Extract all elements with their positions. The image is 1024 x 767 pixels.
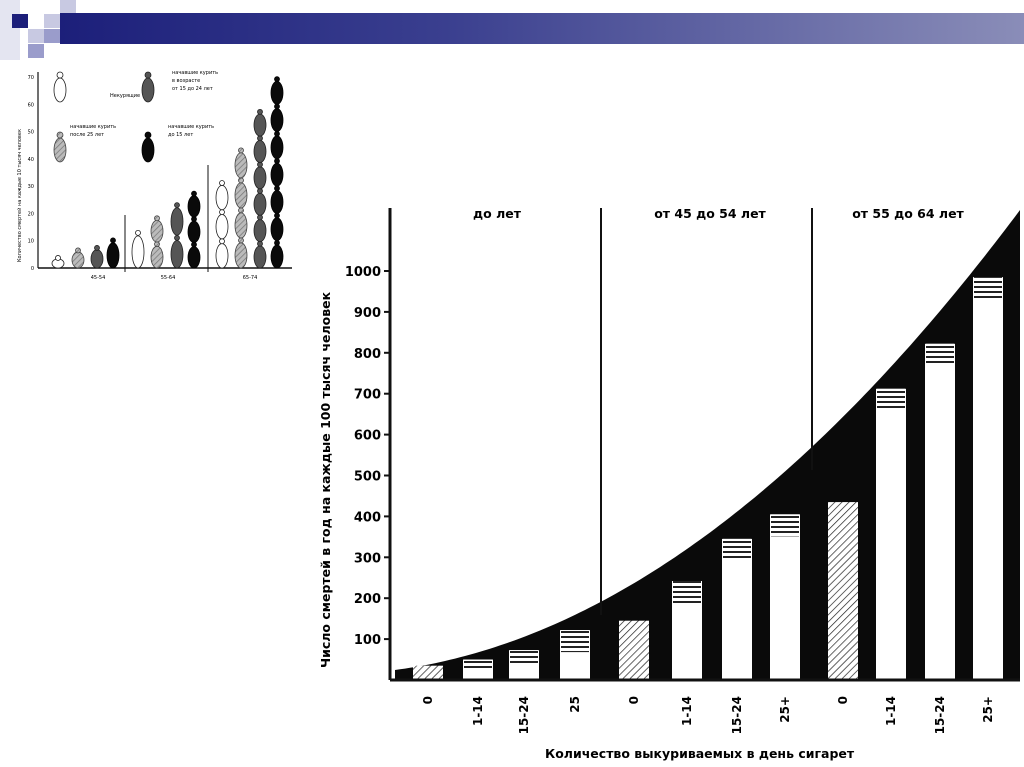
small-ytick: 10: [28, 239, 34, 245]
y-tick-label: 200: [354, 592, 381, 607]
person-head-icon: [219, 180, 225, 186]
bar: [973, 277, 1003, 680]
bar-nonsmoker: [828, 502, 858, 680]
small-ytick: 40: [28, 157, 34, 163]
y-tick-label: 1000: [345, 265, 381, 280]
person-head-icon: [274, 76, 280, 83]
person-head-icon: [110, 237, 116, 244]
x-tick-label: 15-24: [730, 696, 744, 734]
person-head-icon: [55, 255, 61, 261]
y-tick-label: 500: [354, 470, 381, 485]
bar-striped-top: [510, 650, 538, 664]
bar: [925, 343, 955, 680]
bar-striped-top: [723, 538, 751, 561]
y-tick-label: 600: [354, 429, 381, 444]
bar-nonsmoker: [413, 665, 443, 680]
bar: [876, 388, 906, 680]
legend-head-icon: [56, 71, 64, 79]
main-chart-ylabel: Число смертей в год на каждые 100 тысяч …: [318, 291, 333, 668]
x-tick-label: 0: [421, 696, 435, 704]
x-tick-label: 1-14: [884, 696, 898, 726]
group-label: от 45 до 54 лет: [654, 206, 766, 221]
person-head-icon: [154, 215, 160, 222]
bar-striped-top: [464, 659, 492, 669]
person-head-icon: [238, 147, 244, 154]
x-tick-label: 25+: [778, 696, 792, 723]
y-tick-label: 300: [354, 551, 381, 566]
legend-head-icon: [144, 71, 152, 79]
main-chart-xlabel: Количество выкуриваемых в день сигарет: [545, 746, 855, 761]
title-banner: [60, 13, 1024, 44]
legend-head-icon: [144, 131, 152, 139]
small-ytick: 60: [28, 102, 34, 108]
bar: [722, 538, 752, 680]
y-tick-label: 800: [354, 347, 381, 362]
small-ytick: 30: [28, 184, 34, 190]
person-figure-icon: [131, 235, 145, 269]
person-head-icon: [135, 229, 141, 236]
y-tick-label: 400: [354, 510, 381, 525]
mortality-curve-area: [395, 210, 1020, 680]
small-ytick: 70: [28, 75, 34, 81]
y-tick-label: 100: [354, 633, 381, 648]
y-tick-label: 700: [354, 388, 381, 403]
x-tick-label: 15-24: [933, 696, 947, 734]
bar-striped-top: [561, 630, 589, 653]
small-ytick: 20: [28, 211, 34, 217]
small-xtick: 55-64: [161, 275, 176, 281]
legend-label: начавшие курить в возрасте от 15 до 24 лет: [172, 70, 218, 92]
x-tick-label: 0: [627, 696, 641, 704]
person-head-icon: [191, 190, 197, 197]
bar-striped-top: [926, 343, 954, 366]
group-label: до лет: [473, 206, 522, 221]
x-tick-label: 15-24: [517, 696, 531, 734]
person-head-icon: [94, 245, 100, 251]
bar-striped-top: [877, 388, 905, 411]
y-tick-label: 900: [354, 306, 381, 321]
x-tick-label: 1-14: [680, 696, 694, 726]
bar-striped-top: [673, 581, 701, 604]
small-ytick: 0: [31, 266, 34, 272]
person-head-icon: [174, 202, 180, 209]
small-xtick: 45-54: [91, 275, 106, 281]
group-label: от 55 до 64 лет: [852, 206, 964, 221]
bar-striped-top: [771, 514, 799, 537]
bar-nonsmoker: [619, 620, 649, 680]
legend-label: Некурящие: [110, 93, 140, 99]
bar: [770, 514, 800, 680]
x-tick-label: 25+: [981, 696, 995, 723]
x-tick-label: 25: [568, 696, 582, 713]
legend-head-icon: [56, 131, 64, 139]
person-head-icon: [75, 247, 81, 254]
legend-label: начавшие курить до 15 лет: [168, 124, 214, 138]
x-tick-label: 1-14: [471, 696, 485, 726]
small-chart-ylabel: Количество смертей на каждые 10 тысяч че…: [16, 129, 23, 262]
x-tick-label: 0: [836, 696, 850, 704]
legend-label: начавшие курить после 25 лет: [70, 124, 116, 138]
bar-striped-top: [974, 277, 1002, 300]
small-ytick: 50: [28, 130, 34, 136]
small-xtick: 65-74: [243, 275, 258, 281]
person-head-icon: [257, 108, 263, 115]
